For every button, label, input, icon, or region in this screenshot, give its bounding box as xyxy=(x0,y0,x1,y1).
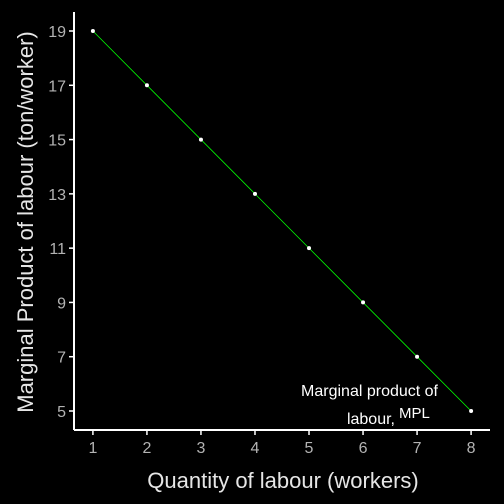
y-tick-label: 9 xyxy=(57,295,66,312)
x-tick-label: 5 xyxy=(305,440,314,457)
x-tick-label: 6 xyxy=(359,440,368,457)
annotation-subscript: MPL xyxy=(399,405,430,422)
annotation-line-1: Marginal product of xyxy=(301,383,439,400)
x-tick-label: 1 xyxy=(88,440,97,457)
annotation-line-2: labour, xyxy=(347,411,395,428)
data-point xyxy=(252,191,257,196)
y-tick-label: 11 xyxy=(49,241,66,258)
y-axis-title: Marginal Product of labour (ton/worker) xyxy=(13,31,38,413)
y-tick-label: 13 xyxy=(48,187,66,204)
mpl-line xyxy=(92,30,472,412)
y-tick-label: 17 xyxy=(48,78,66,95)
x-tick-label: 2 xyxy=(142,440,151,457)
data-point xyxy=(198,137,203,142)
y-tick-label: 7 xyxy=(57,350,66,367)
x-ticks: 1 2 3 4 5 6 7 8 xyxy=(88,430,476,457)
y-ticks: 5 7 9 11 13 15 17 19 xyxy=(48,24,74,421)
y-tick-label: 15 xyxy=(48,133,66,150)
data-point xyxy=(90,29,95,33)
data-point xyxy=(361,300,366,305)
data-point xyxy=(415,354,420,359)
x-tick-label: 8 xyxy=(467,440,476,457)
data-point xyxy=(307,246,312,251)
x-tick-label: 4 xyxy=(251,440,260,457)
x-axis-title: Quantity of labour (workers) xyxy=(147,468,418,493)
data-point xyxy=(144,83,149,88)
axes xyxy=(73,12,490,431)
x-tick-label: 3 xyxy=(197,440,206,457)
y-tick-label: 5 xyxy=(57,404,66,421)
y-tick-label: 19 xyxy=(48,24,66,41)
data-point xyxy=(469,409,474,413)
series-layer xyxy=(90,29,474,413)
x-tick-label: 7 xyxy=(413,440,422,457)
